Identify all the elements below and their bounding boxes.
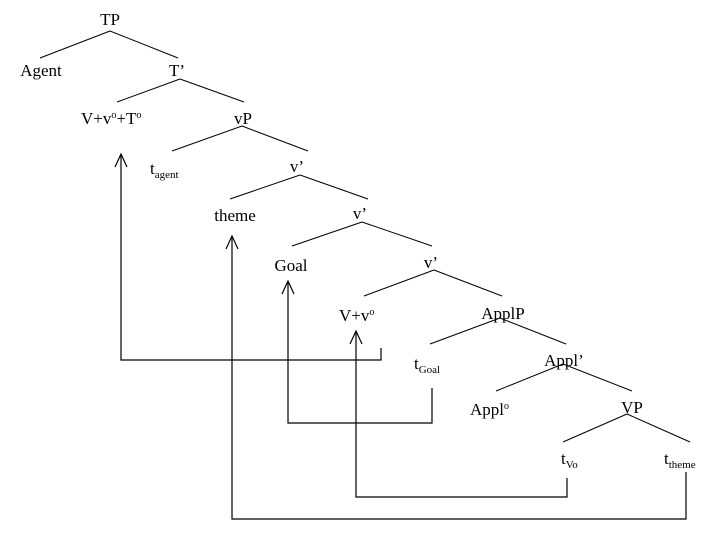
branch-vbar2-goal	[291, 221, 363, 247]
node-vp-lower: VP	[621, 398, 643, 417]
arrowhead-v-to-t	[114, 152, 128, 168]
node-goal: Goal	[274, 256, 307, 275]
t-goal-base: t	[414, 354, 419, 373]
verb-v-t-sup2: o	[136, 110, 141, 121]
node-appl-head: Applo	[470, 400, 509, 419]
t-vo-base: t	[561, 449, 566, 468]
node-vp: vP	[234, 109, 252, 128]
branch-applbar-vplower	[562, 363, 633, 392]
branch-tp-tbar	[109, 30, 179, 59]
branch-vp-vbar1	[241, 125, 309, 152]
node-verb-v: V+vo	[339, 306, 374, 325]
branch-vbar1-theme	[229, 174, 301, 200]
branch-vbar3-vv	[363, 269, 435, 297]
node-theme: theme	[214, 206, 256, 225]
node-agent: Agent	[20, 61, 62, 80]
node-t-bar: T’	[169, 61, 185, 80]
branch-vp-tagent	[171, 125, 243, 152]
appl-head-base: Appl	[470, 400, 504, 419]
node-tp: TP	[100, 10, 120, 29]
tree-branches	[39, 30, 691, 443]
node-appl-bar: Appl’	[544, 351, 584, 370]
arrowhead-goal	[281, 279, 295, 295]
node-v-bar-2: v’	[353, 204, 367, 223]
t-theme-sub: theme	[669, 459, 696, 471]
branch-vbar3-applp	[433, 269, 503, 297]
arrowhead-verb-to-v	[349, 329, 363, 345]
verb-v-t-base: V+v	[81, 109, 112, 128]
tree-nodes: TP Agent T’ V+vo+To vP tagent v’ theme v…	[20, 10, 696, 471]
movement-arrows	[114, 152, 687, 520]
node-t-vo: tVo	[561, 449, 578, 471]
t-agent-sub: agent	[155, 169, 179, 181]
node-v-bar-3: v’	[424, 253, 438, 272]
node-applp: ApplP	[481, 304, 524, 323]
t-agent-base: t	[150, 159, 155, 178]
branch-applp-tgoal	[429, 317, 501, 345]
branch-tbar-vcomplex	[116, 78, 181, 103]
node-v-bar-1: v’	[290, 157, 304, 176]
t-theme-base: t	[664, 449, 669, 468]
node-t-theme: ttheme	[664, 449, 696, 471]
movement-arrow-theme	[231, 236, 687, 520]
movement-arrow-goal	[287, 281, 433, 424]
branch-vplower-tvo	[562, 413, 628, 443]
node-t-agent: tagent	[150, 159, 179, 181]
node-verb-v-t-complex: V+vo+To	[81, 109, 141, 128]
branch-tbar-vp	[179, 78, 245, 103]
branch-applbar-applhead	[495, 363, 564, 392]
verb-v-sup: o	[369, 307, 374, 318]
t-vo-sub: Vo	[566, 459, 579, 471]
arrowhead-theme	[225, 234, 239, 250]
node-t-goal: tGoal	[414, 354, 440, 376]
verb-v-t-sup1: o	[111, 110, 116, 121]
appl-head-sup: o	[504, 401, 509, 412]
branch-vbar1-vbar2	[299, 174, 369, 200]
verb-v-base: V+v	[339, 306, 370, 325]
branch-vbar2-vbar3	[361, 221, 433, 247]
branch-tp-agent	[39, 30, 111, 59]
movement-arrow-v-to-t	[120, 154, 382, 361]
branch-applp-applbar	[499, 317, 567, 345]
branch-vplower-ttheme	[626, 413, 691, 443]
verb-v-t-plus-t: +T	[116, 109, 137, 128]
movement-arrow-verb-to-v	[355, 331, 568, 498]
t-goal-sub: Goal	[419, 364, 440, 376]
